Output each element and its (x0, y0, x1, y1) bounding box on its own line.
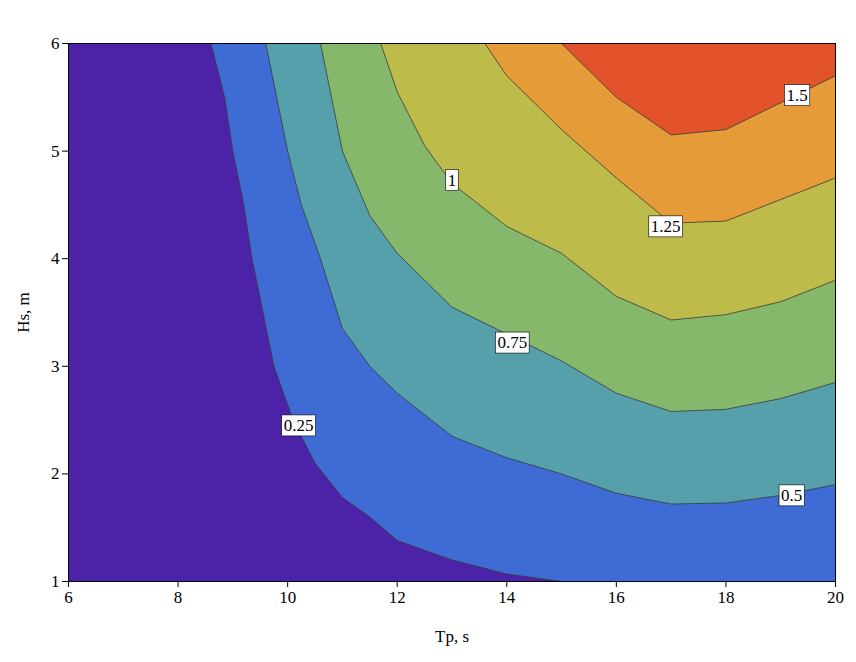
svg-text:8: 8 (174, 588, 183, 607)
svg-text:1.5: 1.5 (787, 86, 808, 105)
svg-text:0.5: 0.5 (781, 486, 802, 505)
svg-text:12: 12 (389, 588, 406, 607)
svg-text:0.75: 0.75 (497, 333, 527, 352)
svg-text:18: 18 (717, 588, 734, 607)
svg-text:1: 1 (51, 572, 60, 591)
svg-text:Hs, m: Hs, m (14, 292, 33, 333)
svg-text:6: 6 (64, 588, 73, 607)
svg-text:16: 16 (608, 588, 625, 607)
svg-text:6: 6 (51, 34, 60, 53)
svg-text:4: 4 (51, 249, 60, 268)
svg-text:1: 1 (448, 171, 457, 190)
svg-text:14: 14 (498, 588, 516, 607)
svg-text:2: 2 (51, 464, 60, 483)
svg-text:5: 5 (51, 142, 60, 161)
svg-text:1.25: 1.25 (651, 217, 681, 236)
svg-text:3: 3 (51, 357, 60, 376)
svg-text:0.25: 0.25 (284, 416, 314, 435)
svg-text:20: 20 (827, 588, 844, 607)
svg-text:10: 10 (279, 588, 296, 607)
svg-text:Tp, s: Tp, s (435, 627, 469, 646)
